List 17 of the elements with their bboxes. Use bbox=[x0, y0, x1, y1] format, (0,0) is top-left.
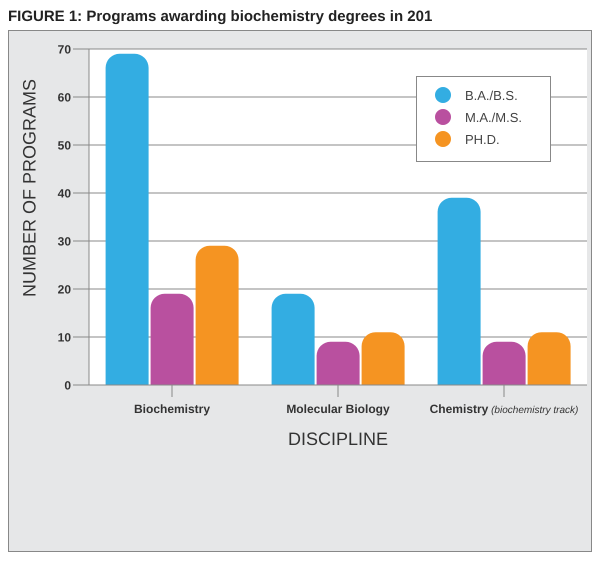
x-tick-label: Biochemistry bbox=[134, 402, 210, 416]
y-tick-label: 40 bbox=[58, 186, 72, 200]
y-tick-label: 20 bbox=[58, 282, 72, 296]
y-tick-label: 70 bbox=[58, 42, 72, 56]
legend-label: B.A./B.S. bbox=[464, 88, 518, 102]
y-axis-title: NUMBER OF PROGRAMS bbox=[19, 78, 40, 297]
chart-title: FIGURE 1: Programs awarding biochemistry degrees in 201 bbox=[8, 8, 434, 27]
x-axis-title: DISCIPLINE bbox=[288, 429, 388, 449]
legend-label: M.A./M.S. bbox=[464, 110, 522, 124]
y-tick-label: 10 bbox=[58, 330, 72, 344]
y-tick-label: 30 bbox=[58, 234, 72, 248]
y-tick-label: 0 bbox=[64, 378, 72, 392]
x-tick-label: Chemistry (biochemistry track) bbox=[430, 402, 578, 416]
y-tick-label: 60 bbox=[58, 90, 72, 104]
y-tick-label: 50 bbox=[58, 138, 72, 152]
legend-label: PH.D. bbox=[464, 132, 500, 146]
x-tick-label: Molecular Biology bbox=[286, 402, 390, 416]
